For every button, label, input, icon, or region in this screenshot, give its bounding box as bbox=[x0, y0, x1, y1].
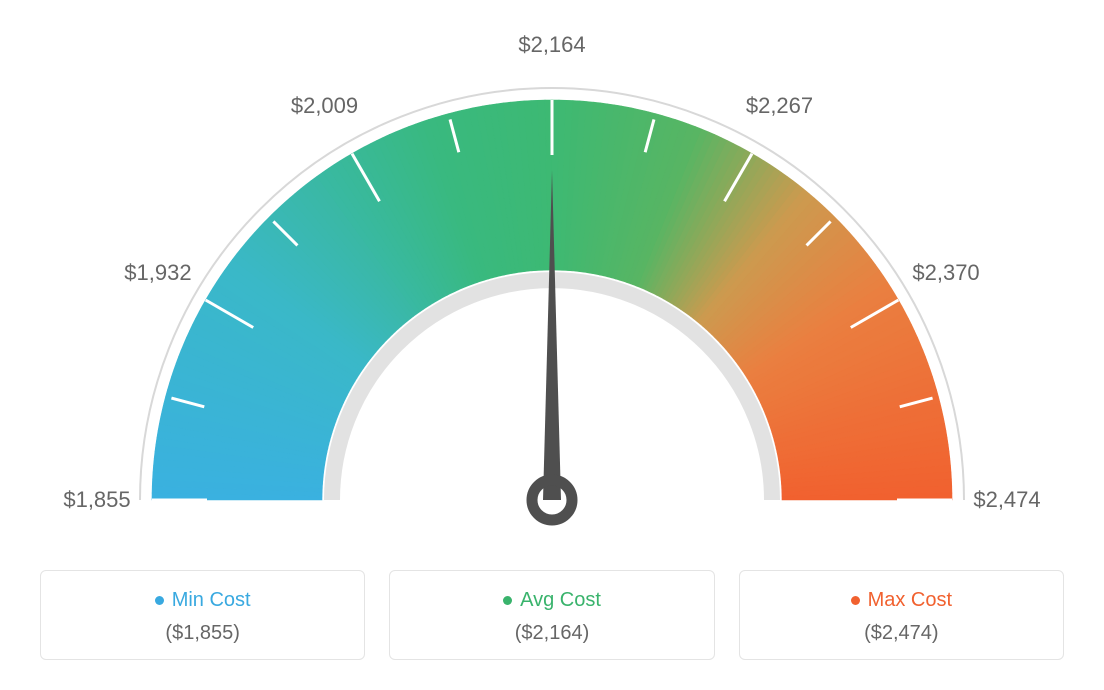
card-label-avg: Avg Cost bbox=[520, 589, 601, 612]
card-value-max: ($2,474) bbox=[750, 622, 1053, 645]
summary-card-max: Max Cost ($2,474) bbox=[739, 570, 1064, 660]
card-value-min: ($1,855) bbox=[51, 622, 354, 645]
dot-icon bbox=[851, 596, 860, 605]
summary-row: Min Cost ($1,855) Avg Cost ($2,164) Max … bbox=[40, 570, 1064, 660]
card-header-max: Max Cost bbox=[750, 589, 1053, 612]
dot-icon bbox=[503, 596, 512, 605]
card-header-min: Min Cost bbox=[51, 589, 354, 612]
gauge-svg bbox=[22, 20, 1082, 560]
summary-card-avg: Avg Cost ($2,164) bbox=[389, 570, 714, 660]
card-value-avg: ($2,164) bbox=[400, 622, 703, 645]
dot-icon bbox=[155, 596, 164, 605]
tick-label: $2,267 bbox=[746, 93, 813, 119]
card-header-avg: Avg Cost bbox=[400, 589, 703, 612]
cost-gauge-chart: $1,855 $1,932 $2,009 $2,164 $2,267 $2,370 $2,4… bbox=[0, 0, 1104, 690]
card-label-min: Min Cost bbox=[172, 589, 251, 612]
card-label-max: Max Cost bbox=[868, 589, 952, 612]
tick-label: $2,009 bbox=[291, 93, 358, 119]
tick-label: $1,932 bbox=[124, 260, 191, 286]
gauge-area: $1,855 $1,932 $2,009 $2,164 $2,267 $2,370 $2,4… bbox=[0, 20, 1104, 560]
tick-label: $2,370 bbox=[912, 260, 979, 286]
tick-label: $1,855 bbox=[63, 487, 130, 513]
summary-card-min: Min Cost ($1,855) bbox=[40, 570, 365, 660]
tick-label: $2,474 bbox=[973, 487, 1040, 513]
tick-label: $2,164 bbox=[518, 32, 585, 58]
